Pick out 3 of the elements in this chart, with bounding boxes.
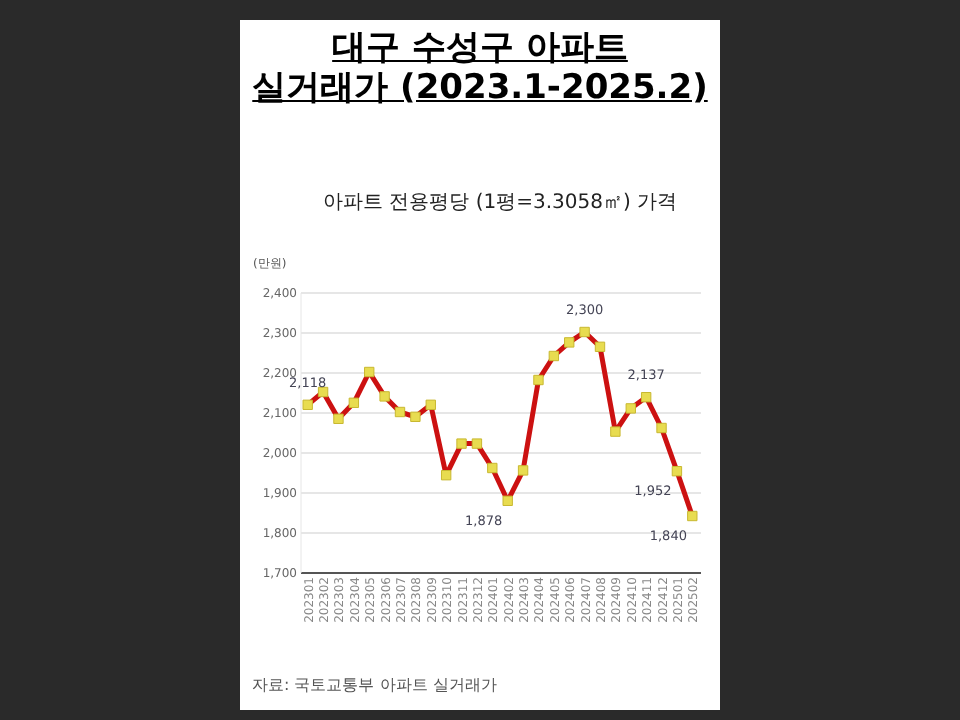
chart-subtitle: 아파트 전용평당 (1평=3.3058㎡) 가격: [322, 192, 678, 214]
chart-title: 대구 수성구 아파트 실거래가 (2023.1-2025.2): [252, 28, 708, 108]
text: 자료: 국토교통부 아파트 실거래가: [252, 674, 497, 696]
